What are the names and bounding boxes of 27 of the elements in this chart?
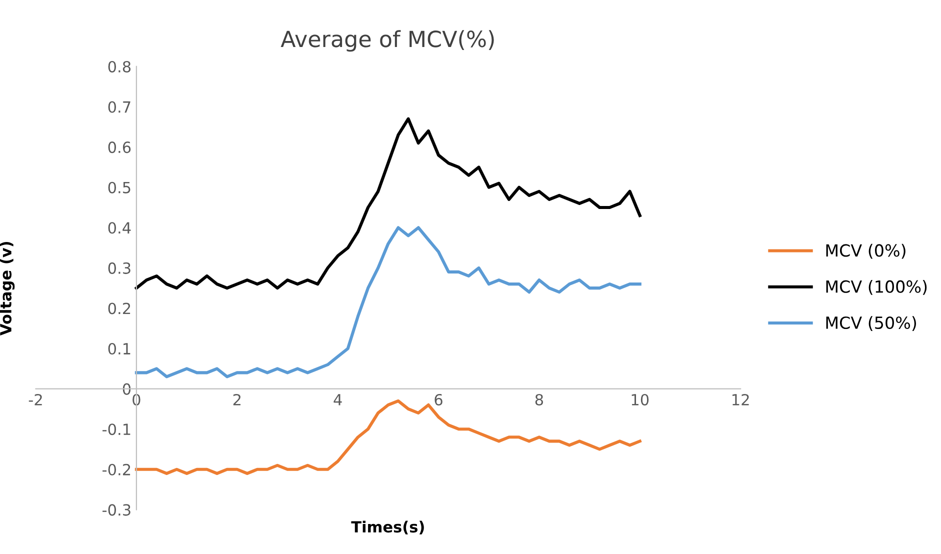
x-tick-label: 10 — [632, 394, 649, 406]
x-tick-label: 6 — [434, 394, 442, 406]
y-axis-title: Voltage (v) — [0, 242, 15, 336]
x-tick-label: 2 — [233, 394, 240, 406]
y-tick-label: 0.1 — [108, 342, 130, 355]
x-tick-label: 12 — [732, 394, 749, 406]
chart-title: Average of MCV(%) — [280, 30, 494, 52]
y-tick-label: 0.4 — [108, 222, 131, 234]
y-tick-label: -0.1 — [102, 424, 130, 436]
x-tick-label: 8 — [535, 394, 544, 406]
y-tick-label: 0.3 — [108, 262, 130, 274]
x-tick-label: -2 — [28, 394, 42, 406]
legend-label: MCV (100%) — [826, 280, 927, 295]
y-tick-label: 0.7 — [108, 101, 130, 113]
y-tick-label: 0.6 — [108, 142, 131, 154]
x-tick-label: 4 — [334, 394, 342, 406]
y-tick-label: 0 — [122, 383, 131, 395]
y-tick-label: -0.3 — [102, 504, 130, 516]
y-tick-label: 0.2 — [108, 302, 130, 314]
line-series — [134, 226, 642, 378]
legend-label: MCV (50%) — [826, 316, 916, 332]
y-tick-label: 0.8 — [108, 60, 131, 72]
line-series — [134, 117, 642, 290]
x-axis-title: Times(s) — [351, 520, 424, 534]
legend-label: MCV (0%) — [826, 244, 906, 259]
y-tick-label: -0.2 — [102, 464, 130, 476]
y-tick-label: 0.5 — [108, 182, 130, 194]
